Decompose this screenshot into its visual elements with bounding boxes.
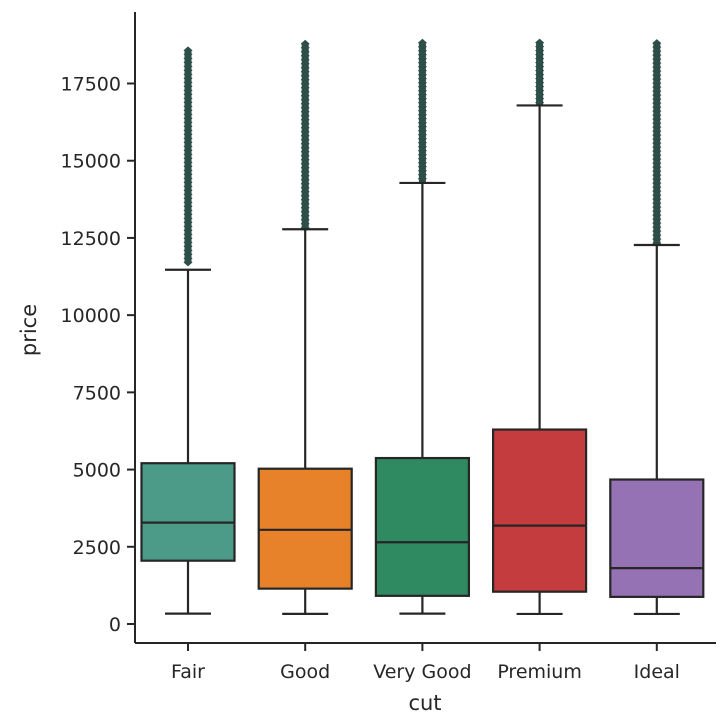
y-tick-label: 2500 bbox=[73, 537, 121, 559]
outlier-point bbox=[417, 174, 427, 183]
x-axis-ticks: Fair Good Very Good Premium Ideal bbox=[171, 643, 680, 683]
y-tick-label: 7500 bbox=[73, 382, 121, 404]
x-tick-label: Ideal bbox=[634, 661, 680, 683]
iqr-box bbox=[609, 478, 705, 598]
y-tick-label: 15000 bbox=[61, 151, 121, 173]
outlier-point bbox=[183, 258, 193, 267]
y-tick-label: 12500 bbox=[61, 228, 121, 250]
outlier-point bbox=[652, 59, 662, 68]
x-axis-title: cut bbox=[408, 691, 441, 715]
outlier-point bbox=[183, 122, 193, 131]
iqr-box bbox=[374, 456, 470, 597]
outlier-point bbox=[300, 123, 310, 132]
y-tick-label: 10000 bbox=[61, 305, 121, 327]
box-good bbox=[257, 39, 353, 616]
x-tick-label: Fair bbox=[171, 661, 205, 683]
y-axis-title: price bbox=[17, 304, 41, 356]
box-fair bbox=[140, 46, 236, 615]
x-tick-label: Very Good bbox=[373, 661, 471, 683]
box-very-good bbox=[374, 38, 470, 615]
outlier-point bbox=[417, 58, 427, 67]
x-tick-label: Premium bbox=[497, 661, 582, 683]
iqr-box bbox=[140, 462, 236, 562]
plot-area bbox=[140, 38, 705, 616]
y-tick-label: 17500 bbox=[61, 74, 121, 96]
iqr-box bbox=[492, 428, 588, 593]
iqr-box bbox=[257, 467, 353, 590]
box-ideal bbox=[609, 39, 705, 616]
y-tick-label: 5000 bbox=[73, 460, 121, 482]
box-premium bbox=[492, 38, 588, 616]
y-axis-ticks: 0 2500 5000 7500 10000 12500 15000 17500 bbox=[61, 74, 135, 636]
x-tick-label: Good bbox=[280, 661, 330, 683]
y-tick-label: 0 bbox=[109, 614, 121, 636]
